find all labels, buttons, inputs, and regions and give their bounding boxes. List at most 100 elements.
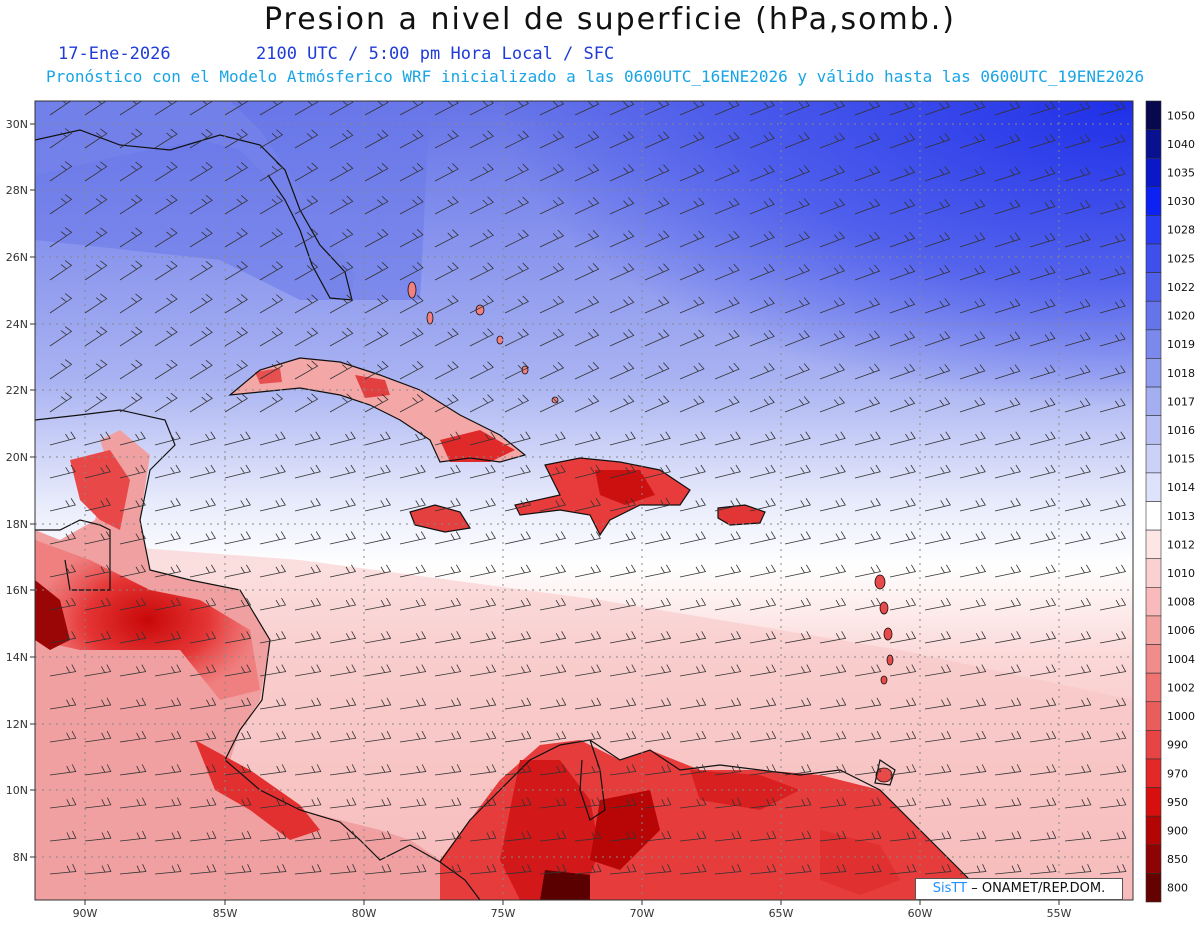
wind-barb xyxy=(854,396,881,413)
wind-barb xyxy=(119,597,147,611)
wind-barb xyxy=(714,764,742,776)
wind-barb xyxy=(644,131,670,149)
wind-barb xyxy=(189,431,216,446)
wind-barb xyxy=(609,764,637,776)
legend-label: 1035 xyxy=(1167,167,1195,180)
pressure-legend: 1050 1040 1035 1030 1028 1025 1022 1020 1019 1018… xyxy=(1145,100,1195,903)
wind-barb xyxy=(994,498,1021,512)
wind-barb xyxy=(819,330,846,347)
wind-barb xyxy=(329,564,357,578)
wind-barb xyxy=(784,198,810,215)
wind-barb xyxy=(49,194,73,215)
wind-barb xyxy=(154,359,178,380)
wind-barb xyxy=(294,498,321,512)
wind-barb xyxy=(644,395,670,413)
wind-barb xyxy=(784,531,812,545)
wind-barb xyxy=(259,162,284,182)
wind-barb xyxy=(749,264,775,281)
wind-barb xyxy=(84,697,112,710)
wind-barb xyxy=(1064,730,1092,743)
wind-barb xyxy=(1029,764,1057,776)
wind-barb xyxy=(119,498,146,512)
wind-barb xyxy=(749,498,776,512)
wind-barb xyxy=(84,293,108,314)
wind-barb xyxy=(889,830,917,842)
wind-barb xyxy=(574,329,600,347)
wind-barb xyxy=(1099,864,1127,875)
wind-barb xyxy=(574,131,600,149)
wind-barb xyxy=(854,730,882,743)
wind-barb xyxy=(84,227,108,248)
wind-barb xyxy=(679,498,706,512)
lat-label: 8N xyxy=(13,851,28,864)
wind-barb xyxy=(539,101,565,116)
wind-barb xyxy=(959,298,986,314)
wind-barb xyxy=(609,101,635,116)
wind-barb xyxy=(539,130,565,149)
wind-barb xyxy=(259,764,287,776)
wind-barb xyxy=(644,564,672,578)
wind-barb xyxy=(434,797,462,809)
wind-barb xyxy=(294,228,319,248)
wind-barb xyxy=(924,133,951,149)
wind-barb xyxy=(644,362,670,380)
wind-barb xyxy=(189,326,213,347)
wind-barb xyxy=(504,597,532,611)
lon-label: 55W xyxy=(1047,907,1072,920)
wind-barb xyxy=(1029,830,1057,842)
wind-barb xyxy=(364,129,389,149)
wind-barb xyxy=(154,498,181,512)
wind-barb xyxy=(364,162,389,182)
model-info: Pronóstico con el Modelo Atmósferico WRF… xyxy=(46,67,1145,86)
wind-barb xyxy=(1029,564,1057,578)
wind-barb xyxy=(84,730,112,743)
wind-barb xyxy=(329,464,356,479)
wind-barb xyxy=(189,697,217,710)
wind-barb xyxy=(49,830,77,842)
wind-barb xyxy=(294,261,319,281)
wind-barb xyxy=(819,498,846,512)
wind-barb xyxy=(434,262,459,281)
wind-barb xyxy=(469,830,497,842)
wind-barb xyxy=(259,393,284,413)
wind-barb xyxy=(679,131,705,149)
wind-barb xyxy=(329,261,354,281)
wind-barb xyxy=(1064,797,1092,809)
wind-barb xyxy=(329,631,357,644)
wind-barb xyxy=(1099,464,1126,479)
wind-barb xyxy=(1064,597,1092,611)
wind-barb xyxy=(1099,597,1127,611)
wind-barb xyxy=(714,664,742,677)
wind-barb xyxy=(154,431,181,446)
wind-barb xyxy=(434,229,459,248)
wind-barb xyxy=(364,498,391,512)
wind-barb xyxy=(644,431,671,446)
wind-barb xyxy=(1029,166,1056,182)
wind-barb xyxy=(539,328,565,347)
wind-barb xyxy=(854,132,881,149)
wind-barb xyxy=(889,664,917,677)
wind-barb xyxy=(154,730,182,743)
wind-barb xyxy=(259,228,284,248)
wind-barb xyxy=(784,664,812,677)
wind-barb xyxy=(924,664,952,677)
wind-barb xyxy=(819,564,847,578)
wind-barb xyxy=(504,464,531,479)
wind-barb xyxy=(259,597,287,611)
wind-barb xyxy=(959,564,987,578)
wind-barb xyxy=(329,360,354,380)
legend-swatch xyxy=(1145,644,1162,674)
wind-barb xyxy=(539,196,565,215)
wind-barb xyxy=(259,830,287,842)
wind-barb xyxy=(399,130,424,149)
lat-ticks xyxy=(30,123,1060,905)
legend-label: 1014 xyxy=(1167,481,1195,494)
wind-barb xyxy=(539,797,567,809)
wind-barb xyxy=(679,296,705,314)
wind-barb xyxy=(154,392,178,413)
wind-barb xyxy=(679,631,707,644)
wind-barb xyxy=(539,730,567,743)
wind-barb xyxy=(679,197,705,215)
wind-barb xyxy=(329,597,357,611)
